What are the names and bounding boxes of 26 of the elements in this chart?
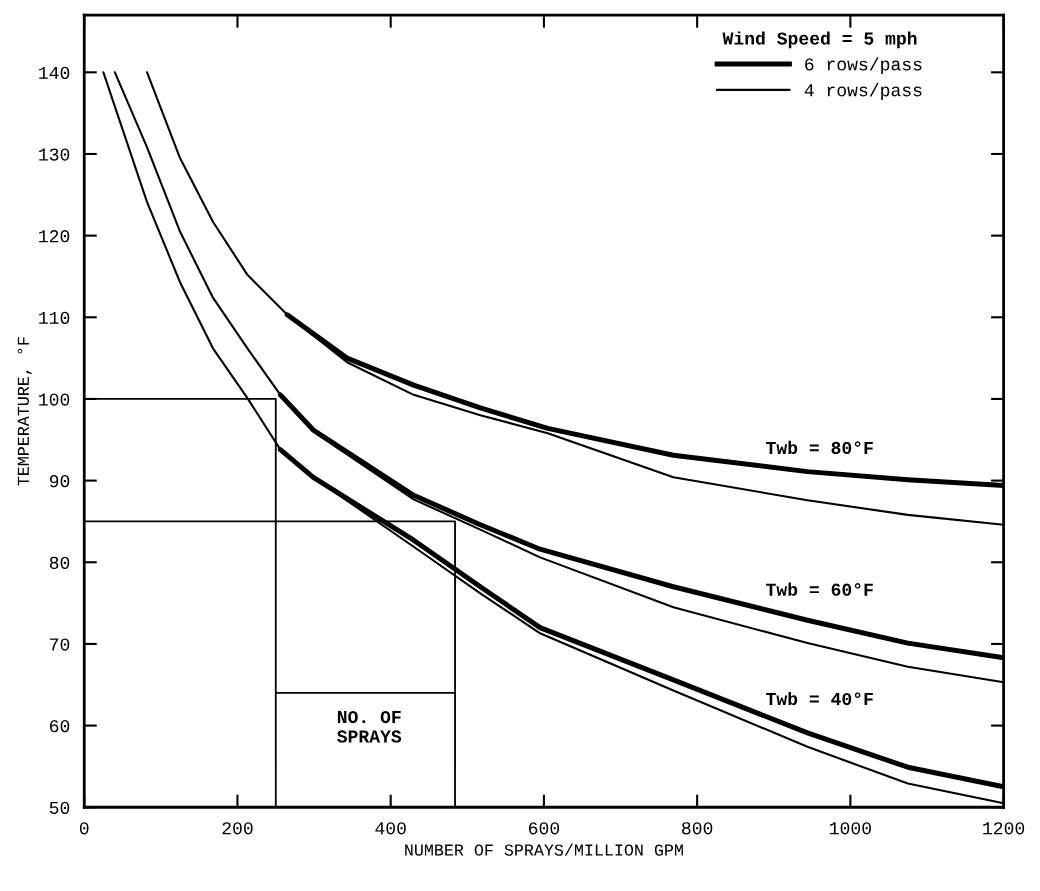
y-tick-label: 120 (39, 230, 70, 243)
annotation: NO. OF SPRAYS (337, 710, 402, 743)
y-tick-label: 80 (49, 556, 70, 569)
x-tick-label: 800 (682, 822, 713, 835)
y-tick-label: 70 (50, 638, 70, 651)
y-tick-label: 110 (39, 311, 70, 325)
legend-label: 4 rows/pass (804, 83, 922, 100)
annotation: Twb = 60°F (766, 582, 873, 596)
x-tick-label: 1000 (830, 822, 871, 835)
x-tick-label: 0 (79, 822, 89, 835)
x-tick-label: 400 (375, 822, 406, 835)
x-axis-title: NUMBER OF SPRAYS/MILLION GPM (405, 843, 683, 856)
y-tick-label: 140 (39, 66, 70, 80)
annotation: Twb = 40°F (766, 691, 873, 706)
x-tick-label: 200 (222, 822, 253, 835)
y-tick-label: 60 (50, 720, 70, 733)
y-axis-title: TEMPERATURE, °F (17, 337, 32, 486)
y-tick-label: 90 (49, 475, 70, 488)
y-tick-label: 50 (49, 801, 70, 814)
x-tick-label: 1200 (983, 822, 1025, 835)
annotation: Twb = 80°F (766, 440, 873, 455)
y-tick-label: 130 (39, 148, 70, 161)
y-tick-label: 100 (39, 393, 70, 406)
legend-title: Wind Speed = 5 mph (722, 31, 917, 49)
x-tick-label: 600 (529, 822, 560, 835)
legend-label: 6 rows/pass (805, 57, 922, 75)
